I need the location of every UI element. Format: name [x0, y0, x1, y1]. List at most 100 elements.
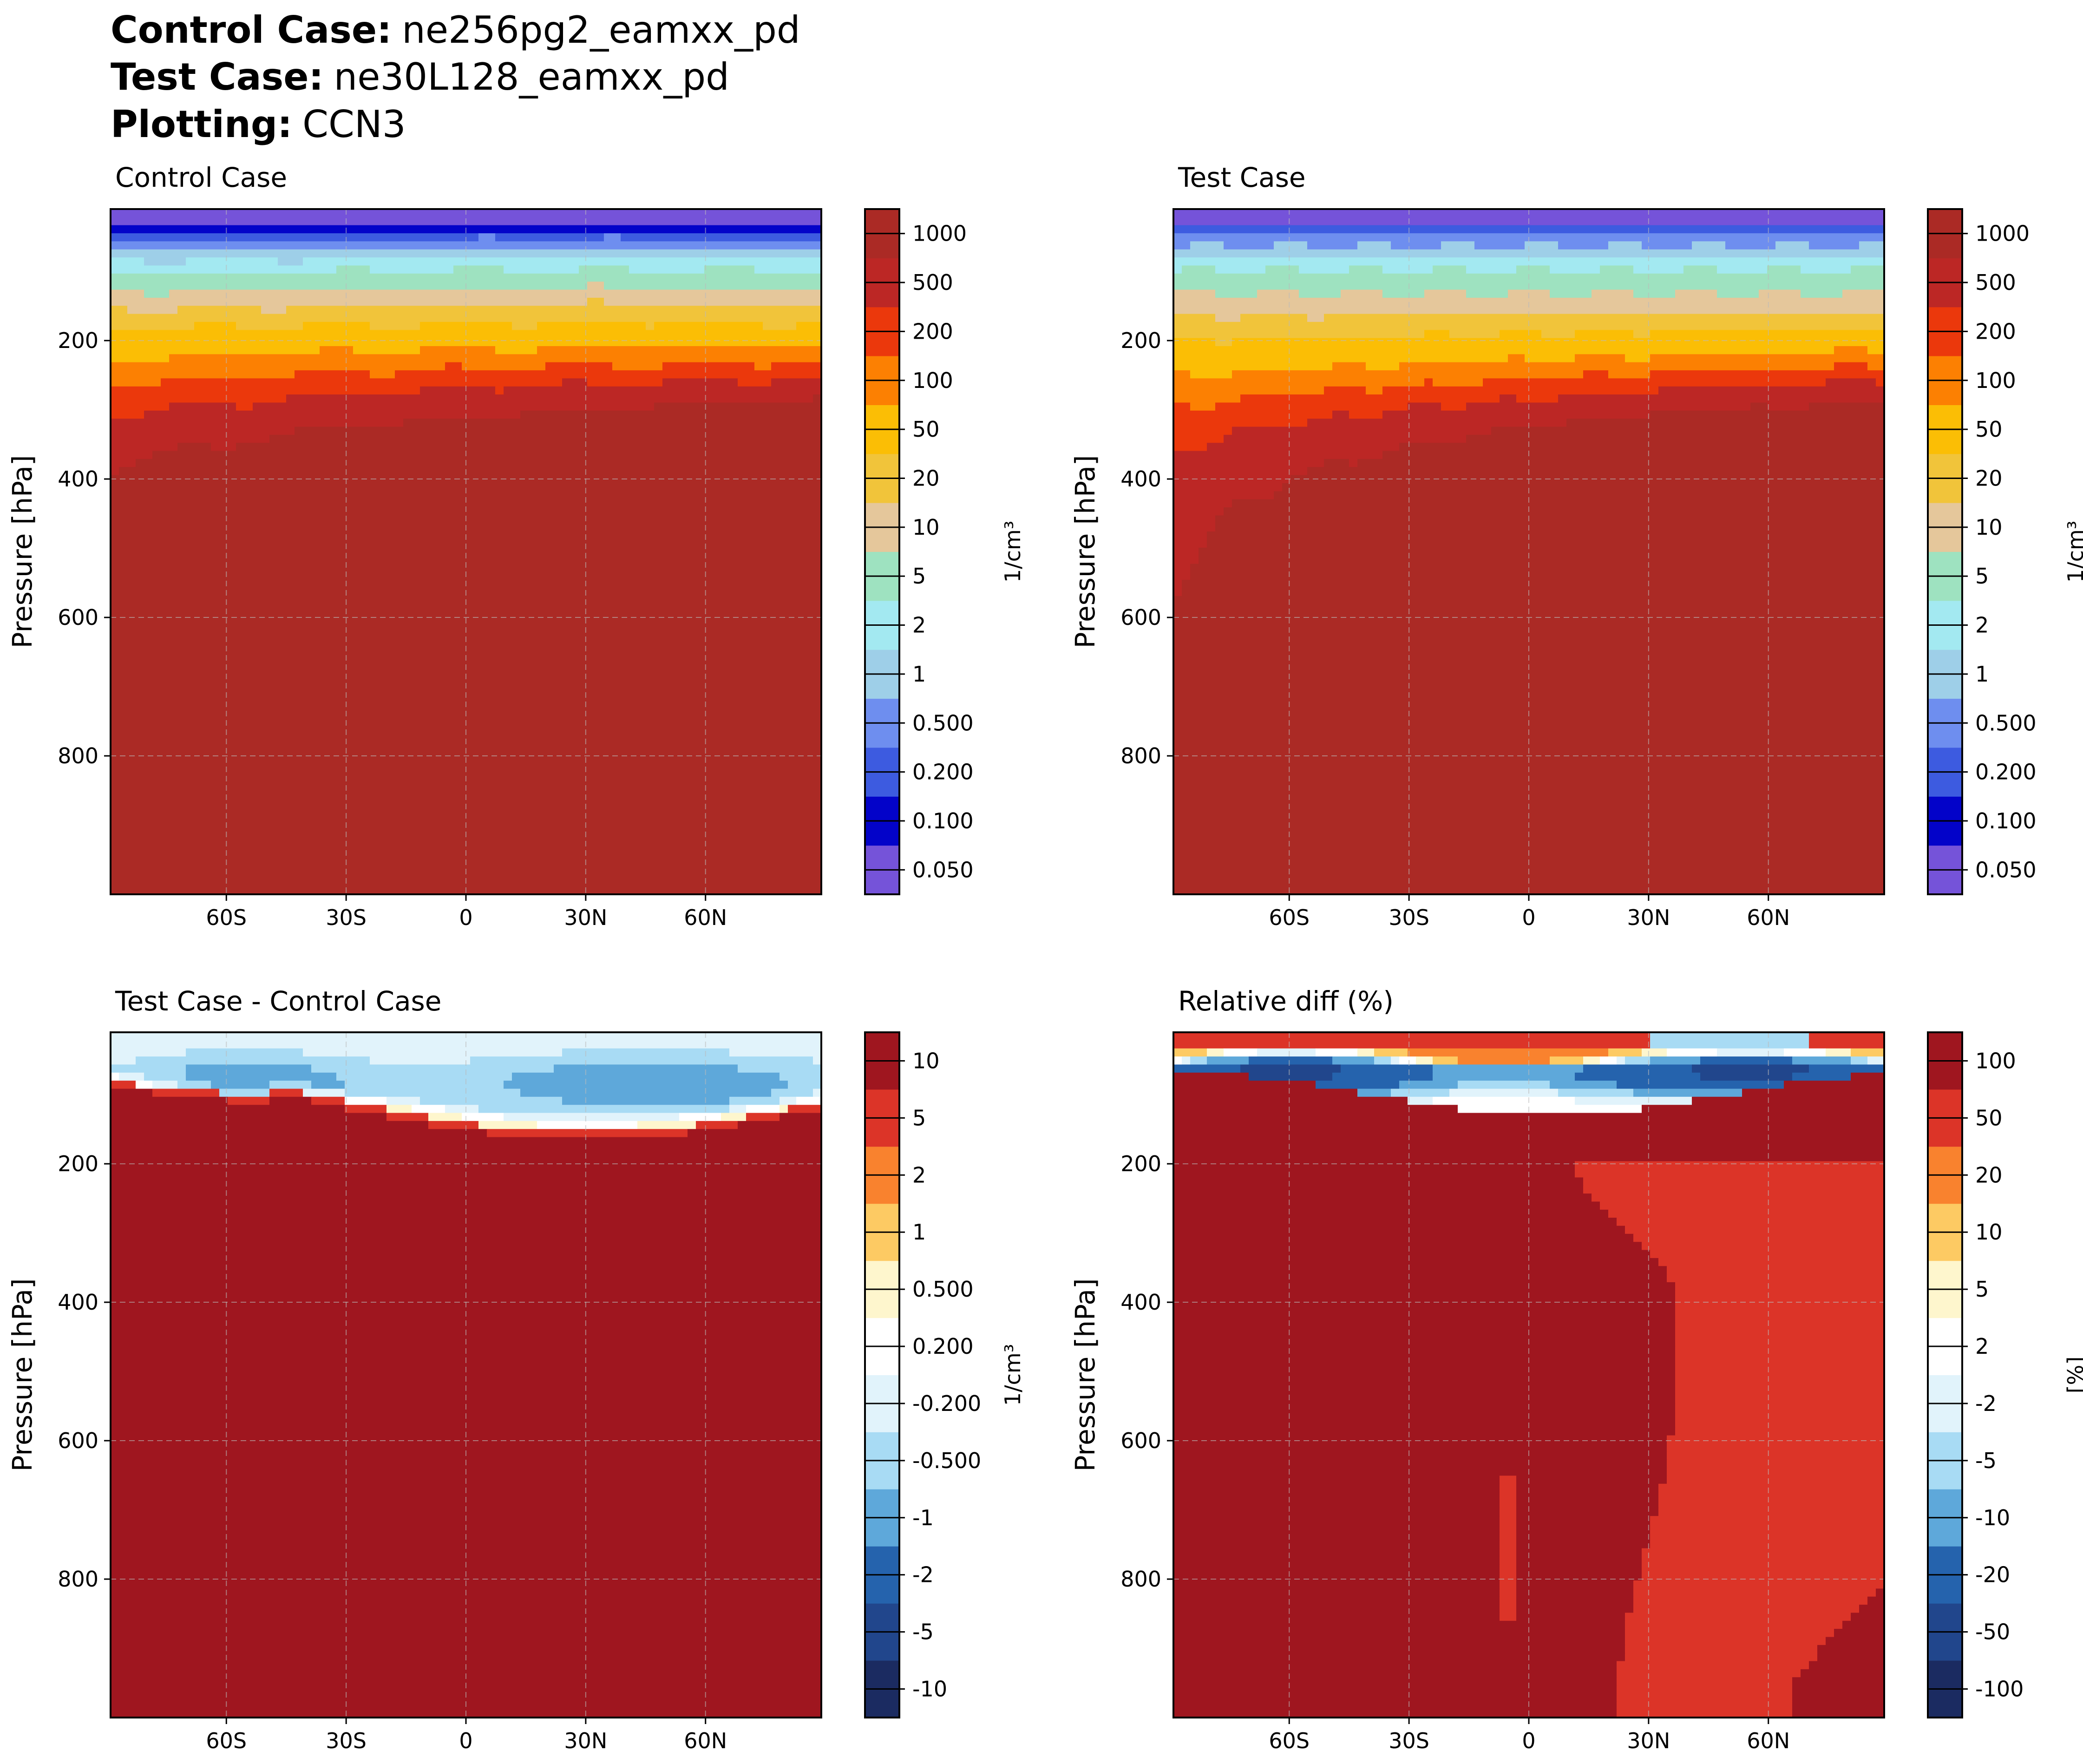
contour-cell	[1491, 426, 1717, 435]
x-tick-label: 30N	[564, 1728, 607, 1753]
contour-cell	[1801, 1669, 1885, 1678]
contour-cell	[545, 362, 613, 371]
contour-cell	[1675, 1363, 1885, 1371]
contour-cell	[1667, 1048, 1717, 1057]
colorbar-tick-label: 1	[1975, 662, 1989, 687]
contour-cell	[445, 362, 462, 371]
contour-cell	[1617, 1677, 1793, 1686]
contour-cell	[1675, 1290, 1885, 1299]
contour-cell	[1516, 265, 1550, 274]
contour-cell	[1173, 1620, 1625, 1629]
contour-cell	[345, 1096, 387, 1105]
contour-cell	[345, 1089, 521, 1097]
contour-cell	[1207, 443, 1400, 452]
colorbar-tick-label: -20	[1975, 1562, 2010, 1587]
contour-cell	[1173, 1468, 1667, 1476]
contour-cell	[1215, 660, 1885, 669]
contour-cell	[1182, 693, 1885, 702]
contour-cell	[562, 1048, 730, 1057]
contour-cell	[729, 1048, 822, 1057]
contour-cell	[111, 725, 822, 734]
panel-difference: 60S 30S 0 30N 60N 200 400 600 800 Pressure [hPa] -…	[7, 1031, 1025, 1753]
contour-cell	[111, 1072, 119, 1081]
contour-cell	[1173, 1314, 1676, 1323]
colorbar-tick-label: 500	[1975, 270, 2016, 295]
contour-cell	[746, 1105, 780, 1114]
header-control-line: Control Case: ne256pg2_eamxx_pd	[111, 8, 800, 52]
contour-cell	[1826, 1637, 1885, 1646]
contour-cell	[1173, 419, 1308, 427]
contour-cell	[1224, 507, 1349, 516]
contour-cell	[1667, 1435, 1885, 1444]
contour-cell	[127, 306, 178, 315]
contour-cell	[1173, 1322, 1676, 1331]
colorbar-tick-label: 2	[912, 1162, 926, 1187]
contour-cell	[111, 1129, 387, 1138]
contour-cell	[111, 1629, 822, 1638]
colorbar-tick-label: 20	[912, 466, 940, 491]
x-tick-label: 60N	[684, 905, 727, 930]
contour-cell	[1767, 265, 1801, 274]
contour-cell	[1458, 1081, 1550, 1089]
contour-cell	[1792, 1685, 1885, 1694]
contour-cell	[286, 394, 813, 403]
contour-cell	[1366, 386, 1383, 395]
contour-cell	[1173, 483, 1283, 492]
contour-cell	[1173, 289, 1216, 298]
contour-cell	[1801, 265, 1851, 274]
colorbar-tick-label: 0.100	[912, 808, 974, 833]
contour-cell	[111, 1105, 136, 1114]
contour-cell	[136, 459, 287, 468]
contour-cell	[345, 1105, 387, 1114]
contour-cell	[788, 1105, 822, 1114]
colorbar-label: 1/cm³	[1000, 521, 1025, 583]
y-tick-label: 400	[58, 466, 98, 492]
contour-cell	[763, 321, 797, 331]
contour-cell	[1173, 1516, 1500, 1525]
x-tick-label: 60S	[1269, 905, 1310, 930]
contour-cell	[1474, 241, 1525, 250]
contour-cell	[1173, 443, 1207, 452]
contour-cell	[1324, 386, 1366, 395]
contour-cell	[111, 1185, 822, 1194]
contour-cell	[504, 386, 822, 395]
contour-cell	[1449, 1089, 1559, 1097]
contour-cell	[370, 451, 822, 459]
contour-cell	[1466, 402, 1751, 411]
contour-cell	[1173, 620, 1241, 629]
contour-cell	[1642, 241, 1692, 250]
contour-cell	[1265, 571, 1885, 581]
contour-cell	[1742, 1089, 1860, 1097]
contour-cell	[1199, 547, 1274, 556]
contour-cell	[111, 410, 144, 419]
contour-cell	[1173, 451, 1383, 459]
contour-cell	[1173, 1605, 1500, 1613]
contour-cell	[403, 419, 663, 427]
contour-cell	[1500, 1508, 1517, 1516]
colorbar-tick-label: 0.200	[1975, 760, 2037, 785]
contour-cell	[336, 1072, 512, 1081]
contour-cell	[311, 1096, 345, 1105]
colorbar-tick-label: -0.200	[912, 1391, 981, 1416]
contour-cell	[177, 306, 262, 315]
contour-cell	[269, 1113, 303, 1121]
contour-cell	[1173, 346, 1834, 355]
contour-cell	[111, 806, 822, 814]
contour-cell	[1173, 1685, 1617, 1694]
contour-cell	[1207, 1056, 1249, 1065]
y-axis-label: Pressure [hPa]	[1069, 455, 1101, 648]
contour-cell	[111, 733, 822, 742]
contour-cell	[662, 362, 755, 371]
contour-cell	[1173, 1096, 1308, 1105]
contour-cell	[1633, 1596, 1868, 1605]
contour-cell	[1173, 1089, 1232, 1097]
contour-cell	[111, 1548, 822, 1557]
contour-cell	[1792, 1701, 1885, 1710]
contour-cell	[161, 378, 563, 387]
contour-cell	[303, 1089, 345, 1097]
contour-cell	[1717, 289, 1759, 298]
contour-cell	[1625, 1629, 1834, 1638]
contour-cell	[1859, 1089, 1885, 1097]
colorbar-tick-label: 20	[1975, 466, 2003, 491]
contour-cell	[1173, 1169, 1575, 1178]
